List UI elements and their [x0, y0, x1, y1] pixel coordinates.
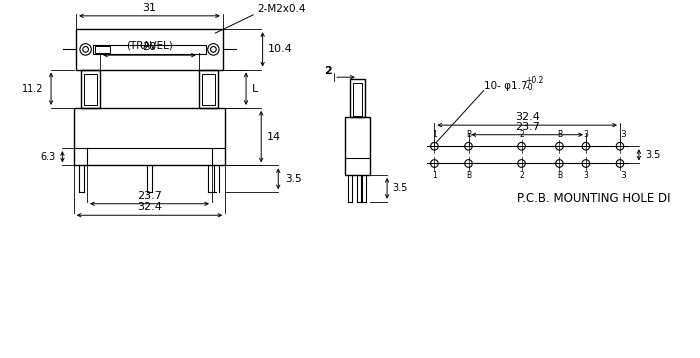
- Text: 32.4: 32.4: [514, 112, 540, 122]
- Text: B: B: [466, 130, 471, 139]
- Text: 3: 3: [620, 171, 626, 180]
- Bar: [202, 74, 215, 105]
- Circle shape: [208, 44, 219, 55]
- Text: 3: 3: [583, 130, 588, 139]
- Text: 2: 2: [324, 67, 332, 77]
- Bar: [350, 79, 365, 117]
- Text: 3.5: 3.5: [285, 174, 302, 184]
- Circle shape: [83, 47, 88, 52]
- Text: 3: 3: [620, 130, 626, 139]
- Text: 10- φ1.7: 10- φ1.7: [484, 81, 527, 91]
- Bar: [93, 45, 206, 54]
- Bar: [84, 74, 97, 105]
- Circle shape: [582, 142, 589, 150]
- Circle shape: [556, 142, 564, 150]
- Bar: [199, 69, 218, 108]
- Text: 11.2: 11.2: [22, 84, 43, 94]
- Circle shape: [465, 142, 472, 150]
- Circle shape: [556, 160, 564, 167]
- Bar: [353, 83, 363, 116]
- Text: 6.3: 6.3: [41, 152, 56, 162]
- Text: 31: 31: [143, 3, 157, 13]
- Text: -0: -0: [525, 83, 533, 92]
- Text: 2: 2: [519, 130, 524, 139]
- Text: 20: 20: [142, 42, 157, 52]
- Text: B: B: [556, 171, 562, 180]
- Bar: [81, 69, 100, 108]
- Text: L: L: [252, 84, 258, 94]
- Bar: [345, 117, 370, 175]
- Circle shape: [518, 142, 525, 150]
- Circle shape: [211, 47, 216, 52]
- Text: 14: 14: [267, 132, 281, 142]
- Text: 32.4: 32.4: [137, 202, 162, 212]
- Text: B: B: [466, 171, 471, 180]
- Text: 23.7: 23.7: [514, 122, 540, 132]
- Circle shape: [465, 160, 472, 167]
- Circle shape: [430, 160, 438, 167]
- Bar: [74, 108, 225, 165]
- Text: (TRAVEL): (TRAVEL): [126, 40, 173, 50]
- Text: 3.5: 3.5: [645, 150, 661, 160]
- Text: 2: 2: [519, 171, 524, 180]
- Circle shape: [582, 160, 589, 167]
- Circle shape: [616, 160, 624, 167]
- Text: 2-M2x0.4: 2-M2x0.4: [257, 4, 305, 14]
- Circle shape: [80, 44, 91, 55]
- Bar: [76, 29, 223, 69]
- Text: 1: 1: [432, 130, 437, 139]
- Circle shape: [430, 142, 438, 150]
- Text: 3: 3: [583, 171, 588, 180]
- Text: 3.5: 3.5: [393, 183, 408, 193]
- Text: +0.2: +0.2: [525, 76, 544, 85]
- Circle shape: [616, 142, 624, 150]
- Text: B: B: [556, 130, 562, 139]
- Text: 10.4: 10.4: [268, 44, 293, 54]
- Text: P.C.B. MOUNTING HOLE DI: P.C.B. MOUNTING HOLE DI: [517, 192, 671, 205]
- Text: 23.7: 23.7: [137, 191, 162, 201]
- Bar: [95, 45, 110, 53]
- Text: 1: 1: [432, 171, 437, 180]
- Circle shape: [518, 160, 525, 167]
